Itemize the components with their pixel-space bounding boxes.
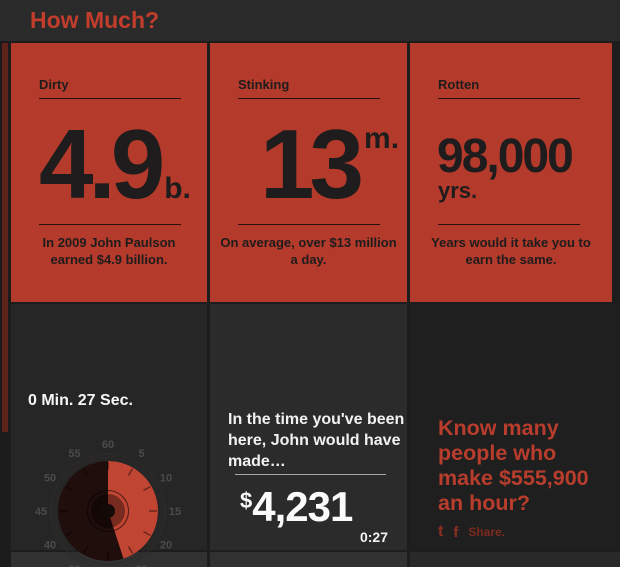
clock-label-40: 40 (44, 540, 56, 552)
clock-label-55: 55 (68, 448, 80, 460)
stat-card-dirty: Dirty 4.9 b. In 2009 John Paulson earned … (11, 43, 207, 302)
caption-line: earn the same. (465, 252, 557, 267)
clock-label-5: 5 (138, 448, 144, 460)
stat-unit: b. (164, 172, 191, 205)
card-label: Rotten (438, 77, 480, 92)
twitter-icon[interactable]: t (438, 523, 444, 540)
share-heading-line: make $555,900 (438, 466, 589, 490)
timer-clock-dial: 60 5 10 15 20 25 30 35 40 45 50 55 (35, 439, 181, 567)
currency-symbol: $ (240, 488, 253, 513)
left-red-strip (2, 43, 8, 432)
elapsed-pie-slice (108, 461, 158, 559)
card-label: Stinking (238, 77, 290, 92)
card-label: Dirty (39, 77, 69, 92)
clock-label-15: 15 (169, 506, 181, 518)
counter-text-line: In the time you've been (228, 411, 405, 428)
clock-label-20: 20 (160, 540, 172, 552)
clock-inner-ring (87, 490, 129, 532)
elapsed-time: 0:27 (359, 529, 388, 545)
caption-line: On average, over $13 million (220, 235, 397, 250)
share-heading-line: an hour? (438, 491, 530, 515)
clock-label-35: 35 (68, 564, 80, 567)
stat-caption: Years would it take you to earn the same… (420, 234, 602, 268)
clock-label-50: 50 (44, 473, 56, 485)
counter-text: In the time you've been here, John would… (228, 409, 404, 472)
caption-line: In 2009 John Paulson (42, 235, 176, 250)
stat-number: 4.9 (39, 109, 165, 219)
clock-label-25: 25 (135, 564, 147, 567)
counter-text-line: made… (228, 453, 286, 470)
stat-card-stinking: Stinking 13 m. On average, over $13 milli… (210, 43, 407, 302)
caption-line: earned $4.9 billion. (50, 252, 168, 267)
page-title: How Much? (30, 7, 160, 33)
money-counter: $4,231 (240, 483, 353, 530)
share-heading: Know many people who make $555,900 an ho… (438, 416, 589, 516)
counter-amount: 4,231 (252, 483, 353, 530)
clock-label-60: 60 (102, 439, 114, 451)
clock-center-dot (101, 504, 115, 518)
stat-unit: yrs. (438, 178, 478, 203)
stat-caption: In 2009 John Paulson earned $4.9 billion… (21, 234, 197, 268)
counter-text-line: here, John would have (228, 432, 401, 449)
stat-value: 13 m. (260, 115, 399, 213)
stat-caption: On average, over $13 million a day. (220, 234, 397, 268)
header: How Much? (0, 0, 620, 41)
stat-unit: m. (364, 122, 400, 155)
share-heading-line: Know many (438, 416, 559, 440)
stat-number: 98,000 (437, 130, 574, 183)
clock-number-labels: 60 5 10 15 20 25 30 35 40 45 50 55 (35, 439, 181, 567)
rule (238, 98, 380, 99)
share-heading-line: people who (438, 441, 557, 465)
clock-ticks (59, 462, 157, 560)
next-row-band (210, 552, 407, 567)
rule (238, 224, 380, 225)
next-row-band (410, 552, 620, 567)
stat-value: 4.9 b. (39, 115, 191, 213)
timer-elapsed-label: 0 Min. 27 Sec. (28, 392, 133, 409)
divider-line (235, 474, 386, 475)
share-link[interactable]: Share. (468, 525, 506, 539)
clock-label-45: 45 (35, 506, 47, 518)
stat-card-rotten: Rotten 98,000 yrs. Years would it take y… (410, 43, 612, 302)
stat-number: 13 (260, 109, 364, 219)
share-panel: Know many people who make $555,900 an ho… (410, 304, 620, 550)
counter-panel: In the time you've been here, John would… (210, 304, 407, 550)
rule (39, 98, 181, 99)
clock-outer-ring (50, 453, 166, 567)
caption-line: a day. (290, 252, 327, 267)
share-row: t f Share. (438, 524, 505, 540)
rule (438, 224, 580, 225)
caption-line: Years would it take you to (431, 235, 591, 250)
rule (438, 98, 580, 99)
clock-label-10: 10 (160, 473, 172, 485)
facebook-icon[interactable]: f (453, 523, 459, 541)
rule (39, 224, 181, 225)
clock-outer-ring (54, 457, 162, 565)
